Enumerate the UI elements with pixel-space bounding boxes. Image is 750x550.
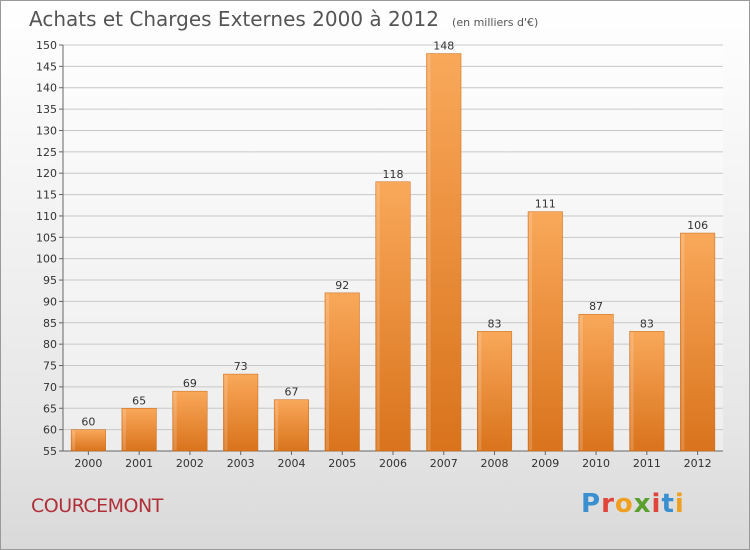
- x-tick-label-2007: 2007: [430, 457, 458, 470]
- x-tick-label-2003: 2003: [227, 457, 255, 470]
- y-tick-label: 115: [36, 189, 57, 202]
- y-tick-label: 80: [43, 338, 57, 351]
- y-tick-label: 145: [36, 60, 57, 73]
- logo-letter: i: [651, 489, 662, 519]
- value-label-2004: 67: [284, 386, 298, 399]
- bar-highlight: [122, 409, 126, 450]
- chart-title: Achats et Charges Externes 2000 à 2012: [29, 7, 439, 31]
- x-tick-label-2012: 2012: [684, 457, 712, 470]
- bar-2006: [375, 181, 411, 452]
- value-labels: 60 65 69 73 67 92 118 148 83 111 87 83 106: [81, 40, 708, 429]
- x-tick-label-2002: 2002: [176, 457, 204, 470]
- value-label-2003: 73: [234, 360, 248, 373]
- bar-2002: [172, 390, 208, 452]
- x-tick-label-2010: 2010: [582, 457, 610, 470]
- bar-highlight: [630, 332, 634, 450]
- y-tick-label: 120: [36, 167, 57, 180]
- y-tick-label: 65: [43, 402, 57, 415]
- bar-highlight: [173, 392, 177, 450]
- commune-name: COURCEMONT: [31, 495, 163, 517]
- y-tick-label: 90: [43, 295, 57, 308]
- logo-letter: i: [674, 489, 685, 519]
- bar-2008: [477, 331, 513, 452]
- x-tick-label-2001: 2001: [125, 457, 153, 470]
- x-tick-label-2008: 2008: [481, 457, 509, 470]
- value-label-2002: 69: [183, 377, 197, 390]
- y-tick-label: 130: [36, 124, 57, 137]
- value-label-2005: 92: [335, 279, 349, 292]
- y-tick-label: 55: [43, 445, 57, 458]
- value-label-2010: 87: [589, 300, 603, 313]
- value-label-2007: 148: [433, 40, 454, 53]
- y-tick-label: 75: [43, 360, 57, 373]
- y-tick-label: 85: [43, 317, 57, 330]
- x-tick-label-2005: 2005: [328, 457, 356, 470]
- logo-letter: o: [614, 489, 634, 519]
- bar-highlight: [224, 375, 228, 450]
- y-tick-label: 135: [36, 103, 57, 116]
- bar-highlight: [376, 182, 380, 451]
- logo-letter: t: [661, 489, 675, 519]
- bar-highlight: [275, 400, 279, 450]
- bar-highlight: [579, 315, 583, 450]
- value-label-2000: 60: [81, 416, 95, 429]
- value-label-2006: 118: [383, 168, 404, 181]
- bar-highlight: [681, 234, 685, 450]
- value-label-2012: 106: [687, 219, 708, 232]
- x-tick-label-2009: 2009: [531, 457, 559, 470]
- x-tick-label-2006: 2006: [379, 457, 407, 470]
- bar-highlight: [478, 332, 482, 450]
- y-tick-label: 150: [36, 39, 57, 52]
- chart-subtitle: (en milliers d'€): [452, 16, 539, 29]
- bar-2011: [629, 331, 665, 452]
- bar-highlight: [325, 293, 329, 450]
- logo-letter: r: [601, 489, 615, 519]
- title-block: Achats et Charges Externes 2000 à 2012 (…: [29, 7, 538, 31]
- bar-2003: [223, 373, 259, 452]
- bar-2005: [324, 292, 360, 452]
- value-label-2009: 111: [535, 198, 556, 211]
- bars: [70, 53, 716, 452]
- bar-highlight: [529, 212, 533, 450]
- value-label-2008: 83: [488, 317, 502, 330]
- x-tick-label-2004: 2004: [277, 457, 305, 470]
- y-tick-label: 140: [36, 82, 57, 95]
- logo-letter: x: [633, 489, 652, 519]
- bar-2001: [121, 408, 157, 452]
- value-label-2001: 65: [132, 394, 146, 407]
- y-tick-label: 100: [36, 253, 57, 266]
- logo-letter: P: [581, 489, 602, 519]
- x-tick-label-2000: 2000: [74, 457, 102, 470]
- bar-highlight: [72, 430, 76, 450]
- y-tick-label: 125: [36, 146, 57, 159]
- proxiti-logo: Proxiti: [581, 489, 685, 519]
- value-label-2011: 83: [640, 317, 654, 330]
- bar-2004: [273, 399, 309, 452]
- bar-2009: [527, 211, 563, 452]
- bar-2012: [680, 232, 716, 452]
- y-tick-label: 70: [43, 381, 57, 394]
- y-tick-label: 60: [43, 424, 57, 437]
- y-tick-label: 110: [36, 210, 57, 223]
- y-tick-label: 105: [36, 231, 57, 244]
- y-tick-label: 95: [43, 274, 57, 287]
- bar-2007: [426, 53, 462, 452]
- x-tick-label-2011: 2011: [633, 457, 661, 470]
- bar-2010: [578, 313, 614, 452]
- bar-highlight: [427, 54, 431, 451]
- bar-2000: [70, 429, 106, 452]
